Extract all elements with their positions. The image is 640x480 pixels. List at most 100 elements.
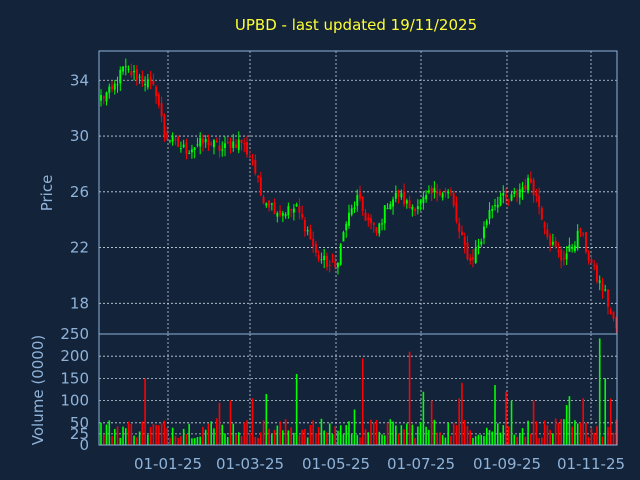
x-tick-label: 01-01-25 (134, 455, 202, 473)
volume-bar (152, 423, 155, 445)
volume-bar (350, 434, 353, 445)
volume-bar (519, 432, 521, 445)
volume-bar (375, 419, 378, 445)
volume-bar (235, 434, 237, 445)
candle-body (218, 145, 221, 151)
candle-body (226, 142, 229, 144)
candle-body (108, 86, 111, 93)
volume-bar (563, 419, 565, 445)
candle-body (336, 263, 339, 268)
x-tick-label: 01-11-25 (557, 455, 625, 473)
candle-body (543, 222, 546, 228)
candle-body (573, 245, 576, 252)
candle-body (444, 190, 447, 192)
price-gridlines (99, 51, 617, 334)
volume-bar (419, 422, 422, 445)
volume-bar (177, 438, 179, 445)
candle-body (551, 241, 554, 245)
volume-bar (549, 429, 551, 445)
volume-gridlines (99, 334, 617, 445)
candle-body (560, 249, 563, 261)
volume-bar (428, 429, 430, 445)
candle-body (568, 245, 571, 252)
volume-bar (414, 437, 416, 445)
volume-bar (383, 435, 386, 445)
volume-bar (251, 398, 254, 445)
candle-body (179, 148, 182, 150)
candle-body (149, 77, 152, 82)
volume-bar (532, 400, 535, 445)
volume-bar (138, 431, 141, 445)
candle-body (279, 210, 282, 216)
volume-bar (260, 432, 262, 445)
volume-bar (276, 425, 279, 445)
candle-body (174, 139, 177, 141)
candle-body (237, 139, 240, 150)
volume-bar (472, 437, 474, 445)
volume-bar (287, 430, 290, 445)
candle-body (447, 191, 450, 194)
candle-body (127, 68, 130, 70)
volume-bar (361, 358, 364, 445)
volume-bar (458, 398, 460, 445)
volume-bar (510, 400, 513, 445)
candle-body (356, 195, 359, 206)
volume-bar (521, 428, 524, 445)
candle-body (325, 255, 328, 267)
volume-bar (100, 422, 102, 445)
candle-body (111, 85, 113, 90)
candle-body (345, 223, 348, 231)
price-tick-label: 26 (70, 183, 89, 201)
volume-bar (226, 436, 229, 445)
candle-body (607, 289, 609, 307)
volume-bar (136, 437, 138, 445)
candle-body (582, 233, 585, 235)
candle-body (204, 139, 207, 143)
candle-body (557, 250, 560, 252)
volume-bar (601, 436, 604, 445)
volume-bar (615, 419, 618, 445)
candle-body (383, 205, 386, 224)
volume-bar (301, 429, 303, 445)
candle-body (565, 253, 568, 260)
volume-bar (455, 425, 458, 445)
candle-body (458, 223, 461, 232)
candle-body (122, 66, 125, 72)
candle-body (400, 193, 403, 198)
volume-bar (582, 398, 584, 445)
volume-bar (430, 400, 433, 445)
volume-bar (593, 432, 596, 445)
candle-body (276, 212, 279, 217)
candle-body (518, 189, 521, 198)
volume-bar (400, 425, 403, 445)
candle-body (361, 196, 364, 211)
volume-tick-label: 50 (70, 414, 89, 432)
volume-bar (543, 420, 546, 445)
volume-bar (444, 437, 447, 445)
volume-bar (232, 423, 235, 445)
volume-bar (541, 437, 543, 445)
volume-bar (494, 385, 496, 445)
candle-body (359, 192, 361, 199)
price-y-axis: 18 22 26 30 34 (70, 71, 89, 312)
candle-body (480, 241, 483, 245)
volume-bar (552, 433, 554, 445)
volume-bar (210, 421, 213, 445)
volume-bar (450, 435, 452, 445)
candle-body (243, 143, 246, 145)
candle-body (403, 191, 406, 205)
candle-body (604, 289, 607, 291)
volume-bar (612, 432, 615, 445)
candle-body (290, 209, 293, 211)
volume-bar (546, 425, 549, 445)
volume-bar (417, 426, 419, 445)
x-tick-label: 01-03-25 (216, 455, 284, 473)
candle-body (350, 208, 353, 215)
candle-body (527, 177, 530, 191)
candle-body (593, 264, 596, 266)
volume-bar (378, 431, 381, 445)
volume-bar (204, 429, 207, 445)
volume-bar (598, 338, 601, 445)
volume-bar (199, 436, 201, 445)
